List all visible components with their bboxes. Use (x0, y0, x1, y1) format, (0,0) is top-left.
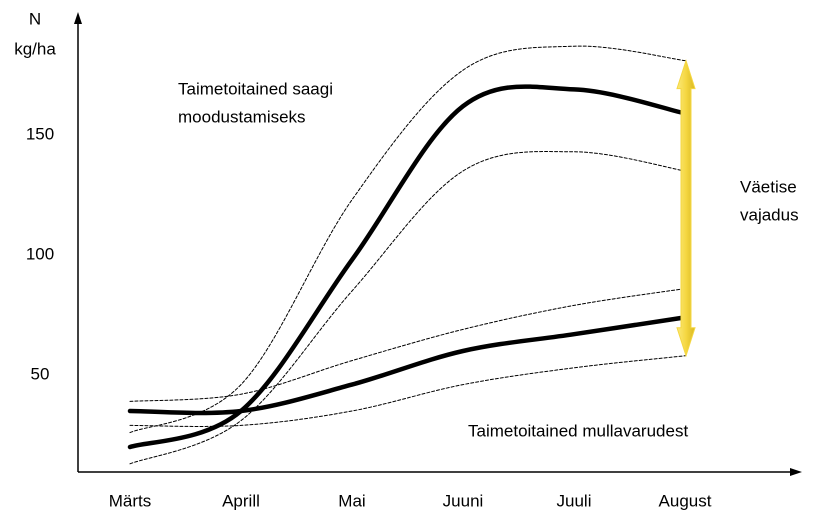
x-tick-label: Aprill (222, 491, 260, 510)
x-tick-label: Juuni (443, 491, 484, 510)
annotation: vajadus (740, 205, 799, 224)
line (127, 84, 688, 450)
band-line (129, 288, 686, 402)
x-tick-label: Märts (109, 491, 152, 510)
line (127, 315, 688, 416)
annotation: Taimetoitained mullavarudest (468, 421, 688, 440)
annotation: moodustamiseks (178, 107, 306, 126)
band-line (129, 151, 686, 465)
double-arrow (676, 58, 696, 358)
annotation: Väetise (740, 177, 797, 196)
x-axis-arrow (790, 468, 802, 476)
y-axis-label: kg/ha (14, 39, 56, 58)
band-line (129, 355, 686, 427)
y-tick-label: 100 (26, 244, 54, 263)
x-tick-label: August (659, 491, 712, 510)
annotation: Taimetoitained saagi (178, 79, 333, 98)
y-tick-label: 50 (31, 364, 50, 383)
band-line (129, 45, 686, 434)
x-tick-label: Juuli (557, 491, 592, 510)
y-tick-label: 150 (26, 124, 54, 143)
x-tick-label: Mai (338, 491, 365, 510)
y-axis-label: N (29, 9, 41, 28)
y-axis-arrow (74, 12, 82, 24)
